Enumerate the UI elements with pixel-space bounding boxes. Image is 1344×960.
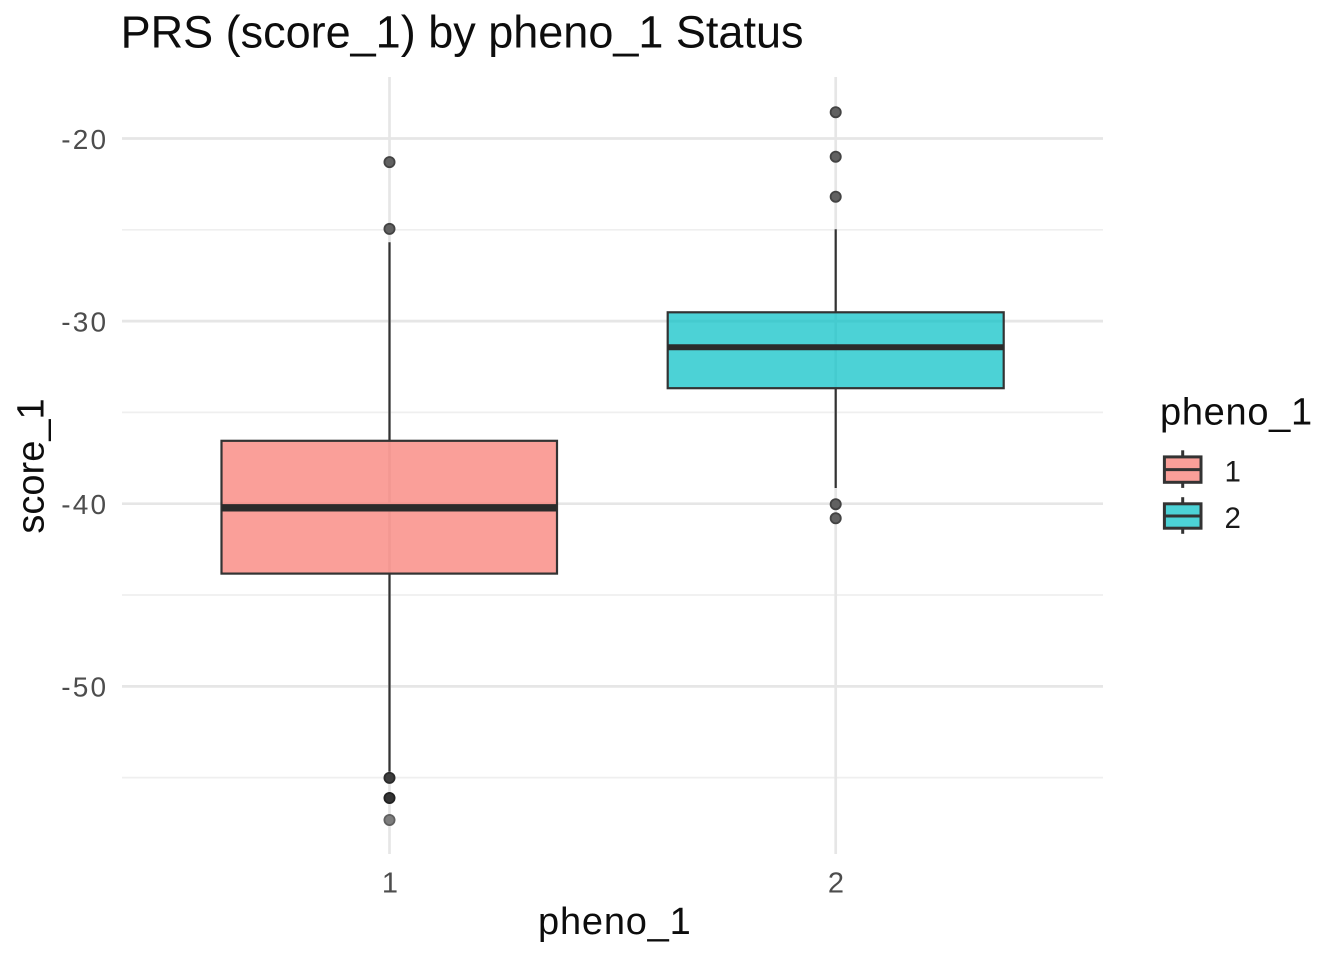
svg-text:pheno_1: pheno_1	[538, 901, 692, 943]
svg-text:-30: -30	[61, 306, 108, 337]
svg-text:score_1: score_1	[11, 398, 53, 533]
svg-text:-50: -50	[61, 672, 108, 703]
svg-text:PRS (score_1) by pheno_1 Statu: PRS (score_1) by pheno_1 Status	[121, 7, 804, 58]
svg-text:1: 1	[1225, 455, 1241, 488]
svg-text:-20: -20	[61, 124, 108, 155]
svg-text:1: 1	[382, 868, 398, 900]
svg-text:2: 2	[1225, 502, 1241, 535]
svg-text:2: 2	[828, 868, 844, 900]
svg-text:pheno_1: pheno_1	[1160, 392, 1313, 434]
svg-text:-40: -40	[61, 489, 108, 520]
